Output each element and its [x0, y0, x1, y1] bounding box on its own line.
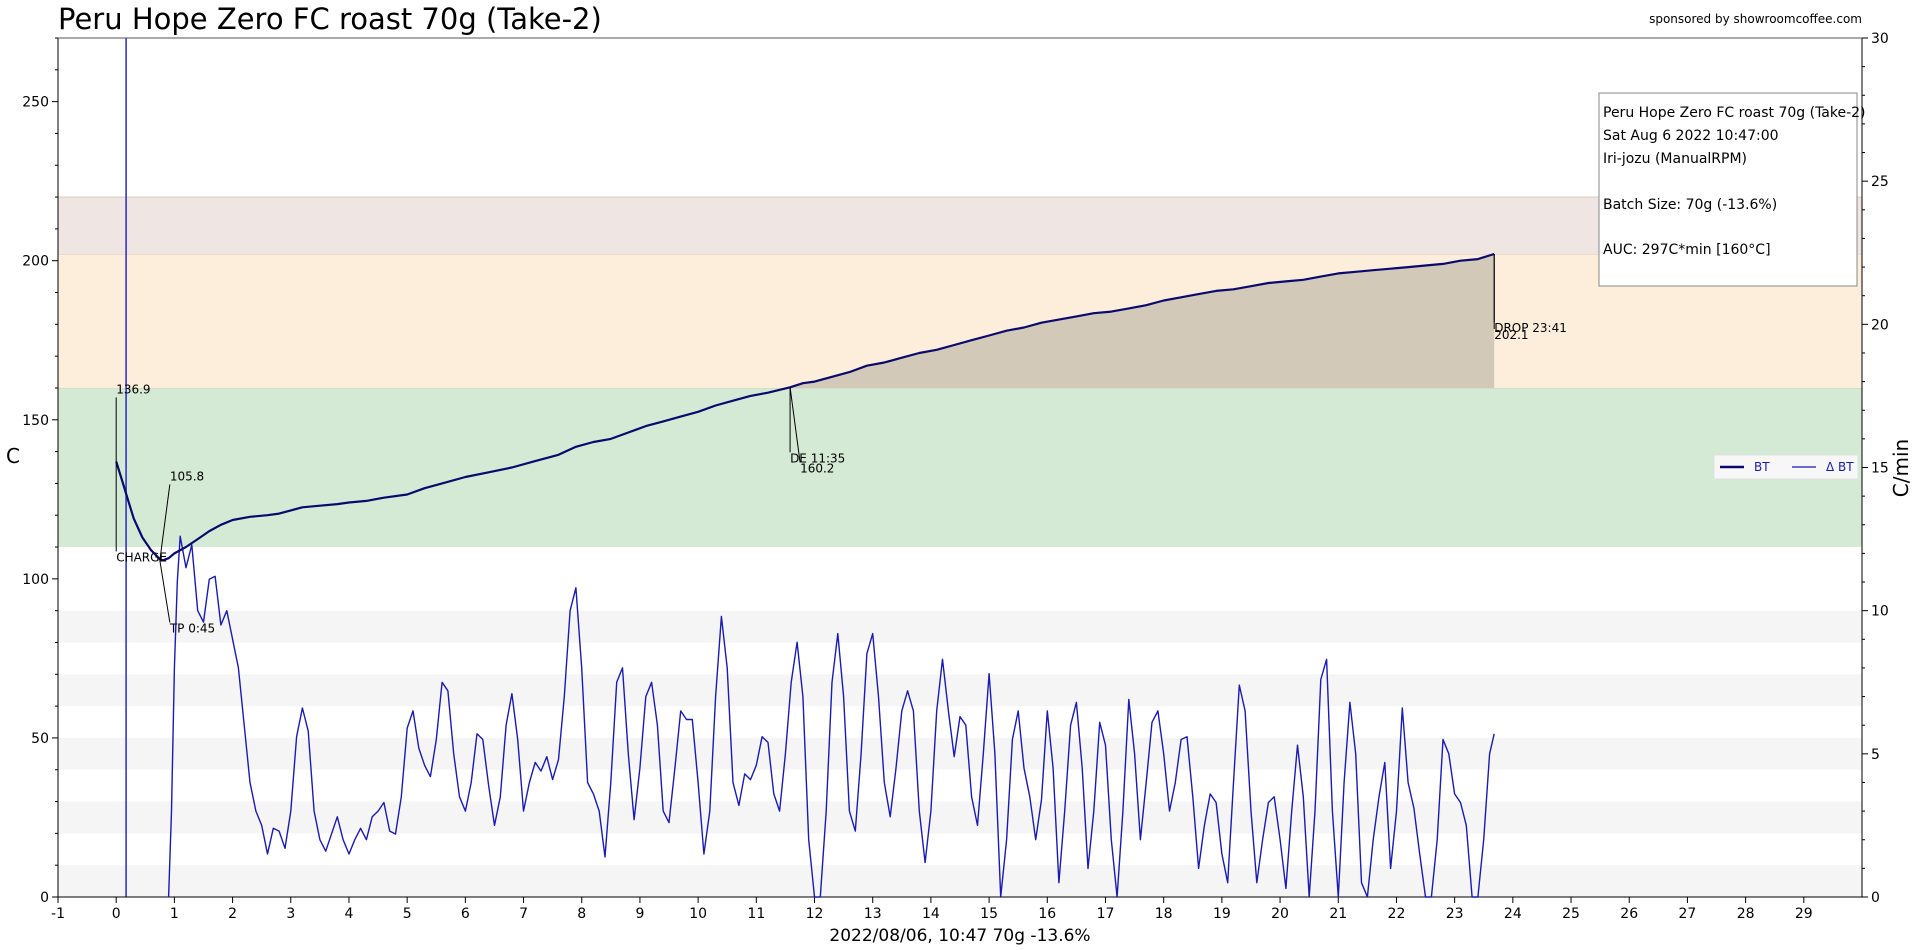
y-left-tick-label: 0 [40, 890, 49, 906]
x-tick-label: 1 [170, 906, 179, 922]
series-lines [115, 252, 1495, 898]
x-tick-label: 25 [1562, 906, 1580, 922]
annotation-label: CHARGE [116, 550, 167, 564]
x-tick-label: 19 [1213, 906, 1231, 922]
x-tick-label: 13 [864, 906, 882, 922]
info-line-title: Peru Hope Zero FC roast 70g (Take-2) [1603, 105, 1866, 121]
x-tick-label: 10 [689, 906, 707, 922]
annotation-label: 160.2 [800, 461, 834, 475]
x-tick-label: 11 [747, 906, 765, 922]
stripe-0 [58, 865, 1862, 897]
delta-bt-line [167, 535, 1495, 898]
y-right-tick-label: 0 [1871, 890, 1880, 906]
x-tick-label: 26 [1620, 906, 1638, 922]
legend-bt-label: BT [1754, 460, 1770, 474]
info-box: Peru Hope Zero FC roast 70g (Take-2) Sat… [1598, 92, 1866, 287]
y-right-tick-label: 25 [1871, 174, 1889, 190]
phase-band-2 [58, 197, 1862, 255]
x-tick-label: 24 [1504, 906, 1522, 922]
stripe-2 [58, 737, 1862, 770]
annotation-leader [159, 560, 171, 623]
x-axis-label: 2022/08/06, 10:47 70g -13.6% [829, 926, 1090, 946]
x-tick-label: 17 [1097, 906, 1115, 922]
phase-bands [58, 196, 1862, 548]
x-tick-label: 5 [403, 906, 412, 922]
x-tick-label: 27 [1679, 906, 1697, 922]
annotation-leader [789, 387, 801, 463]
legend: BT Δ BT [1713, 454, 1859, 480]
auc-fill [790, 254, 1495, 388]
annotation-leader [159, 484, 171, 561]
y-axis-right-label: C/min [1889, 439, 1913, 497]
x-tick-label: 9 [635, 906, 644, 922]
y-left-tick-label: 150 [22, 413, 49, 429]
x-tick-label: 18 [1155, 906, 1173, 922]
annotation-label: 136.9 [116, 382, 150, 396]
background-stripes [58, 610, 1862, 897]
y-left-tick-label: 50 [31, 731, 49, 747]
stripe-3 [58, 674, 1862, 707]
x-tick-label: 21 [1329, 906, 1347, 922]
x-tick-label: 20 [1271, 906, 1289, 922]
x-tick-label: 8 [577, 906, 586, 922]
x-tick-label: 22 [1388, 906, 1406, 922]
x-tick-label: -1 [51, 906, 65, 922]
x-tick-label: 16 [1038, 906, 1056, 922]
sponsor-text: sponsored by showroomcoffee.com [1649, 12, 1862, 26]
y-axis-left-label: C [6, 444, 20, 468]
axes: -1 0 1 2 3 4 5 6 7 8 9 10 11 12 13 14 15 16 17 18 19 20 21 22 23… [22, 31, 1889, 922]
legend-delta-bt-label: Δ BT [1826, 460, 1854, 474]
x-tick-label: 23 [1446, 906, 1464, 922]
y-right-tick-label: 10 [1871, 604, 1889, 620]
y-right-tick-label: 5 [1871, 747, 1880, 763]
y-right-tick-label: 30 [1871, 31, 1889, 47]
event-annotations: 136.9 CHARGE 105.8 TP 0:45 160.2DE 11:35 202.… [115, 254, 1567, 635]
y-right-tick-label: 20 [1871, 317, 1889, 333]
x-tick-label: 3 [286, 906, 295, 922]
x-tick-label: 29 [1795, 906, 1813, 922]
stripe-4 [58, 610, 1862, 643]
x-tick-label: 7 [519, 906, 528, 922]
y-left-tick-label: 200 [22, 254, 49, 270]
annotation-label: DE 11:35 [790, 451, 845, 465]
annotation-label: DROP 23:41 [1494, 321, 1567, 335]
x-tick-label: 0 [112, 906, 121, 922]
info-line-auc: AUC: 297C*min [160°C] [1603, 242, 1771, 258]
phase-band-0 [58, 387, 1862, 548]
annotation-label: TP 0:45 [169, 621, 215, 635]
annotation-label: 105.8 [170, 469, 204, 483]
x-tick-label: 15 [980, 906, 998, 922]
info-line-batch: Batch Size: 70g (-13.6%) [1603, 197, 1777, 213]
y-left-tick-label: 250 [22, 95, 49, 111]
info-line-date: Sat Aug 6 2022 10:47:00 [1603, 128, 1779, 144]
x-tick-label: 2 [228, 906, 237, 922]
x-tick-label: 4 [345, 906, 354, 922]
y-right-tick-label: 15 [1871, 461, 1889, 477]
x-tick-label: 12 [806, 906, 824, 922]
auc-area [790, 254, 1495, 388]
info-line-machine: Iri-jozu (ManualRPM) [1603, 151, 1747, 167]
bt-line [115, 252, 1495, 562]
stripe-1 [58, 801, 1862, 834]
annotation-label: 202.1 [1494, 328, 1528, 342]
x-tick-label: 28 [1737, 906, 1755, 922]
chart-title: Peru Hope Zero FC roast 70g (Take-2) [58, 2, 602, 36]
y-left-tick-label: 100 [22, 572, 49, 588]
x-tick-label: 6 [461, 906, 470, 922]
x-tick-label: 14 [922, 906, 940, 922]
